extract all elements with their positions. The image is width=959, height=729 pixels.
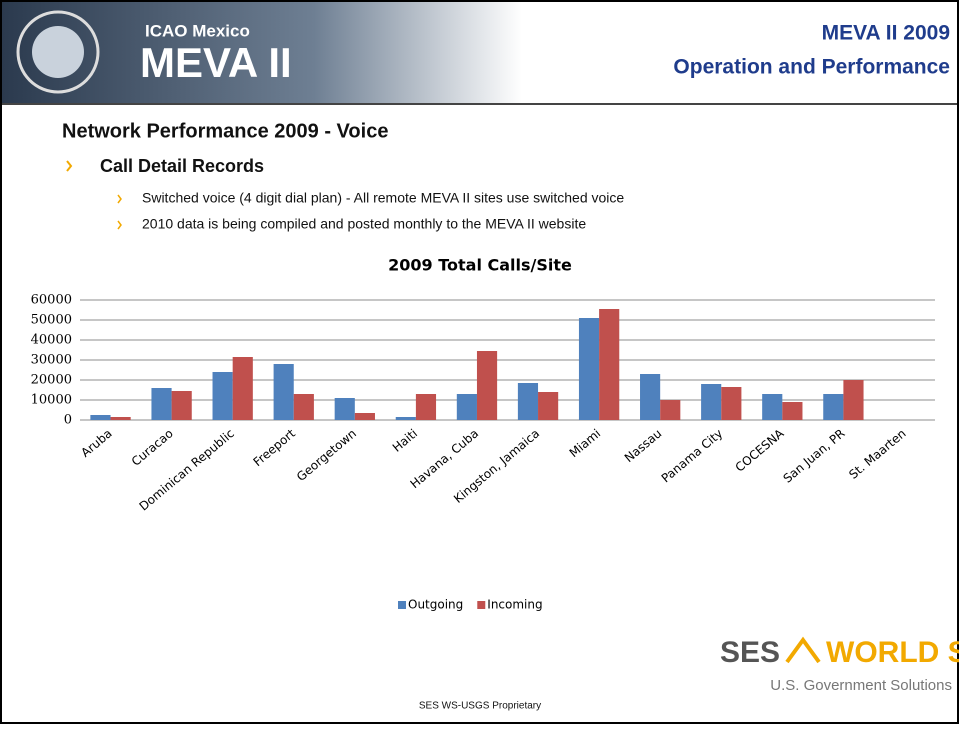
logo-big: MEVA II (140, 39, 292, 86)
bar (660, 400, 680, 420)
y-tick-label: 20000 (31, 373, 72, 388)
footer: SES WS-USGS Proprietary (419, 701, 541, 712)
bar (721, 387, 741, 420)
bar (90, 415, 110, 420)
legend-swatch (398, 601, 406, 609)
bar (233, 357, 253, 420)
bar (355, 413, 375, 420)
bullet: Call Detail Records (100, 156, 264, 176)
y-tick-label: 10000 (31, 393, 72, 408)
brand-division: U.S. Government Solutions (770, 677, 952, 694)
bar (274, 364, 294, 420)
bar (151, 388, 171, 420)
bar (396, 417, 416, 420)
bar (762, 394, 782, 420)
logo-small: ICAO Mexico (145, 21, 250, 40)
sub-bullet: 2010 data is being compiled and posted m… (142, 216, 586, 232)
bar (416, 394, 436, 420)
bar (538, 392, 558, 420)
bar (294, 394, 314, 420)
y-tick-label: 60000 (31, 293, 72, 308)
legend-label: Outgoing (408, 598, 463, 612)
chart-title: 2009 Total Calls/Site (388, 256, 572, 275)
bar (172, 391, 192, 420)
sub-bullet: Switched voice (4 digit dial plan) - All… (142, 190, 624, 206)
heading: Network Performance 2009 - Voice (62, 120, 388, 142)
legend-label: Incoming (487, 598, 542, 612)
y-tick-label: 0 (64, 413, 72, 428)
bar (599, 309, 619, 420)
y-tick-label: 40000 (31, 333, 72, 348)
header-title: Operation and Performance (673, 56, 950, 79)
emblem-globe (32, 26, 84, 78)
legend-swatch (477, 601, 485, 609)
header-title: MEVA II 2009 (822, 22, 950, 45)
bar (579, 318, 599, 420)
slide: ICAO Mexico MEVA II MEVA II 2009 Operati… (0, 0, 959, 724)
brand-right: WORLD SKIES (826, 636, 959, 669)
bar (843, 380, 863, 420)
bar (782, 402, 802, 420)
bar (477, 351, 497, 420)
bar (518, 383, 538, 420)
bar (213, 372, 233, 420)
bar (111, 417, 131, 420)
y-tick-label: 30000 (31, 353, 72, 368)
bar (457, 394, 477, 420)
bar (335, 398, 355, 420)
bar (701, 384, 721, 420)
bar (823, 394, 843, 420)
bar (640, 374, 660, 420)
brand-left: SES (720, 636, 780, 669)
y-tick-label: 50000 (31, 313, 72, 328)
